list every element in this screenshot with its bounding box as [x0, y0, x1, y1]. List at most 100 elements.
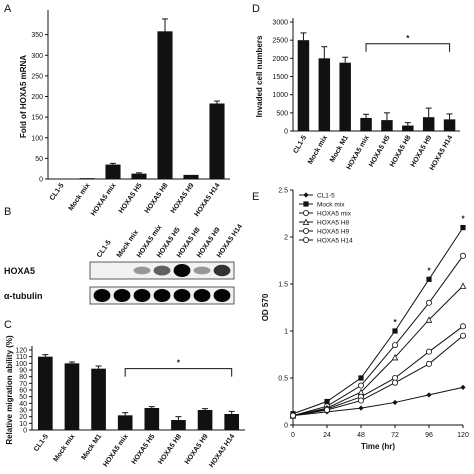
y-tick-label: 2500: [272, 38, 288, 45]
lane-label: HOXA5 H14: [216, 223, 244, 259]
data-point: [425, 360, 432, 367]
data-point: [460, 384, 466, 390]
data-point: [459, 282, 467, 289]
category-label: HOXA5 H14: [429, 134, 455, 171]
category-label: HOXA5 H9: [170, 182, 196, 215]
data-point: [425, 299, 432, 306]
category-label: Mock M1: [329, 134, 350, 163]
x-tick-label: 72: [391, 432, 399, 439]
series-line: [292, 325, 464, 417]
category-label: Mock mix: [307, 134, 329, 165]
y-tick-label: 70: [19, 381, 27, 388]
blot-band: [193, 266, 211, 275]
bar: [171, 420, 186, 430]
data-point: [357, 382, 364, 389]
data-point: [391, 379, 398, 386]
data-point: [302, 209, 309, 216]
blot-band: [133, 266, 151, 275]
category-label: HOXA5 mix: [102, 433, 130, 468]
bar: [144, 408, 160, 430]
bar: [64, 363, 80, 430]
y-tick-label: 1000: [272, 92, 288, 99]
data-point: [391, 353, 399, 361]
y-tick-label: 350: [31, 32, 43, 39]
y-tick-label: 120: [15, 348, 27, 355]
category-label: HOXA5 H9: [410, 134, 434, 168]
blot-band: [113, 289, 131, 302]
blot-band: [153, 289, 171, 302]
category-label: Mock mix: [68, 182, 92, 212]
data-point: [289, 412, 296, 419]
bar: [157, 31, 173, 180]
y-tick-label: 0.5: [278, 376, 288, 383]
lane-label: CL1-5: [96, 239, 113, 259]
x-tick-label: 48: [357, 432, 365, 439]
y-tick-label: 50: [19, 394, 27, 401]
data-point: [459, 252, 466, 259]
data-point: [392, 399, 398, 406]
blot-band: [213, 264, 231, 277]
panel-letter: D: [252, 3, 260, 15]
y-tick-label: 50: [35, 156, 43, 163]
y-tick-label: 110: [16, 354, 27, 361]
bar: [297, 40, 310, 131]
bar: [339, 62, 351, 132]
y-tick-label: 40: [19, 401, 27, 408]
category-label: HOXA5 H8: [144, 182, 170, 215]
bar: [53, 178, 69, 180]
data-point: [302, 218, 310, 225]
data-point: [426, 392, 432, 398]
category-label: CL1-5: [49, 182, 66, 202]
bar: [183, 174, 199, 179]
panel-letter: E: [252, 191, 259, 203]
data-point: [358, 405, 364, 411]
y-tick-label: 300: [31, 53, 43, 60]
y-tick-label: 1500: [272, 74, 288, 81]
blot-band: [153, 265, 171, 276]
x-tick-label: 96: [425, 432, 433, 439]
significance-marker: *: [406, 34, 410, 43]
blot-band: [133, 289, 151, 302]
x-tick-label: 0: [291, 432, 295, 439]
bar: [197, 410, 213, 430]
bar: [224, 414, 240, 430]
blot-band: [213, 289, 231, 302]
series-line: [292, 285, 464, 417]
category-label: HOXA5 H14: [194, 182, 222, 218]
data-point: [460, 225, 466, 231]
y-tick-label: 2.5: [278, 188, 288, 195]
bar: [117, 415, 133, 430]
blot-band: [93, 289, 111, 302]
series-line: [292, 386, 464, 417]
significance-bracket: [124, 368, 233, 377]
bar: [79, 178, 95, 179]
y-axis-label: Invaded cell numbers: [255, 35, 264, 117]
y-tick-label: 20: [19, 414, 27, 421]
blot-band: [173, 289, 191, 302]
y-tick-label: 60: [19, 388, 27, 395]
data-point: [459, 323, 466, 330]
category-label: CL1-5: [33, 433, 50, 453]
category-label: HOXA5 H9: [184, 433, 210, 466]
y-tick-label: 90: [19, 368, 27, 375]
category-label: HOXA5 H5: [118, 182, 144, 215]
x-axis-label: Time (hr): [361, 442, 395, 451]
bar: [443, 119, 456, 131]
y-tick-label: 0: [39, 177, 43, 184]
data-point: [302, 236, 309, 243]
significance-marker: *: [177, 359, 181, 368]
category-label: HOXA5 H8: [389, 134, 413, 168]
y-tick-label: 100: [15, 361, 27, 368]
data-point: [392, 328, 398, 334]
category-label: HOXA5 mix: [90, 182, 118, 217]
blot-band: [193, 289, 211, 302]
significance-marker: *: [427, 266, 431, 275]
category-label: CL1-5: [292, 134, 308, 154]
bar: [381, 120, 393, 131]
panel-letter: B: [4, 206, 11, 218]
category-label: HOXA5 H5: [368, 134, 392, 168]
bar: [422, 117, 435, 131]
data-point: [391, 342, 398, 349]
y-axis-label: OD 570: [261, 293, 270, 321]
